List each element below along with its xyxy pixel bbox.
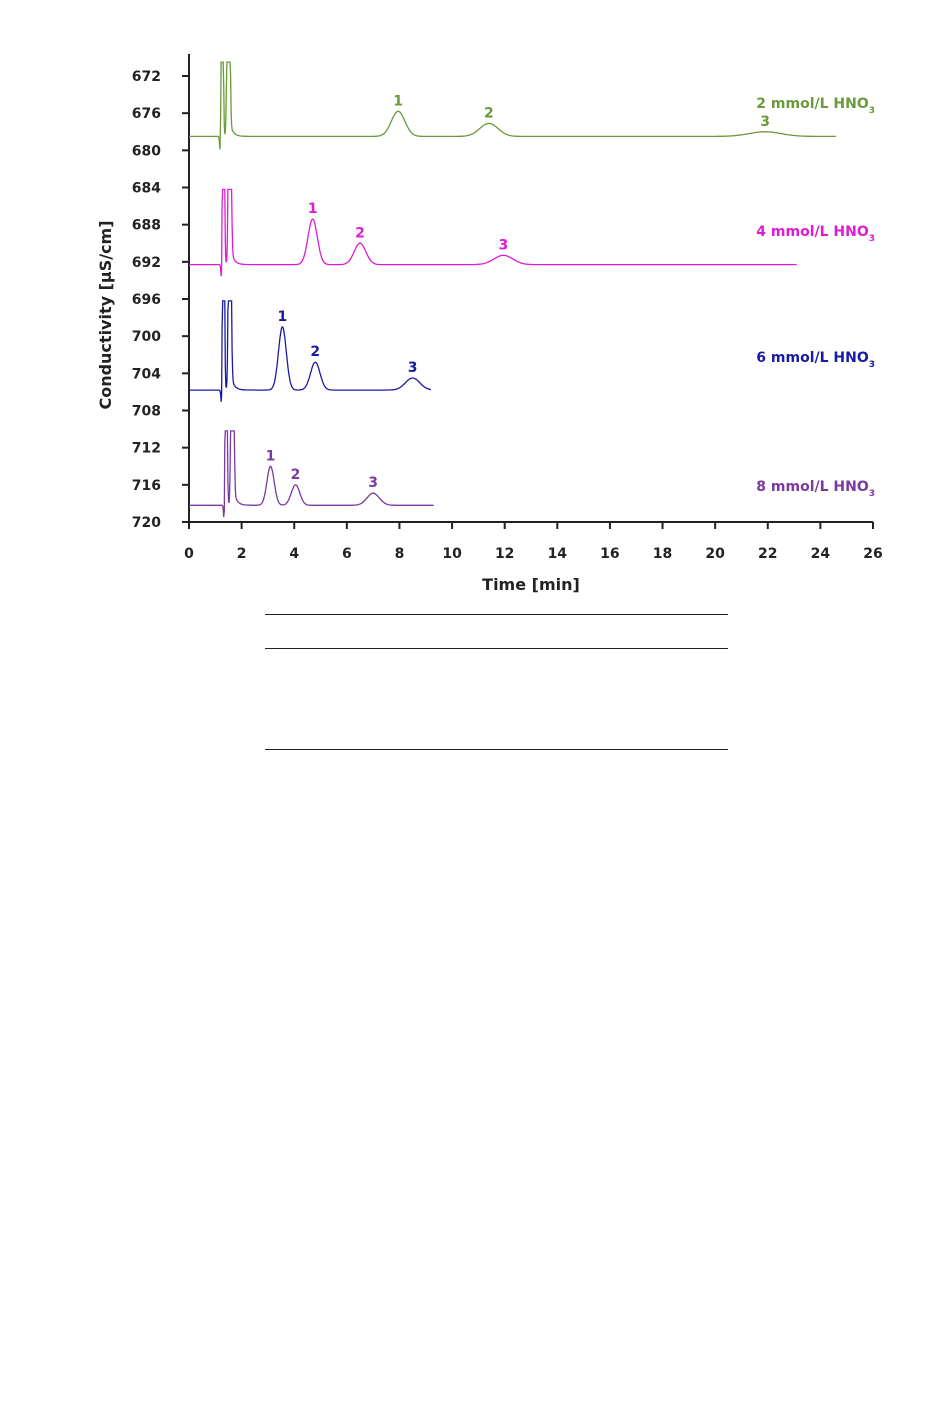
x-tick-label: 0 (184, 546, 194, 562)
series-label-main: 4 mmol/L HNO (756, 224, 869, 240)
y-tick-label: 692 (132, 255, 161, 271)
x-tick-label: 16 (600, 546, 619, 562)
series-label-subscript: 3 (869, 360, 875, 370)
series-line (189, 61, 837, 150)
table-bottom-rule (265, 749, 728, 750)
peak-label: 3 (760, 114, 770, 130)
x-tick-label: 26 (863, 546, 882, 562)
x-tick-label: 20 (705, 546, 725, 562)
y-tick-label: 688 (132, 218, 161, 234)
chromatogram-chart: 6726766806846886926967007047087127167200… (96, 54, 883, 594)
x-tick-label: 12 (495, 546, 514, 562)
y-axis-title: Conductivity [µS/cm] (96, 220, 115, 409)
peak-label: 2 (355, 225, 365, 241)
peak-label: 3 (408, 360, 418, 376)
y-tick-label: 700 (132, 329, 161, 345)
peak-label: 2 (484, 105, 494, 121)
x-tick-label: 6 (342, 546, 352, 562)
x-tick-label: 14 (548, 546, 568, 562)
peak-label: 3 (499, 237, 509, 253)
peak-label: 1 (278, 309, 288, 325)
series-label: 6 mmol/L HNO3 (756, 350, 875, 370)
series-label-main: 6 mmol/L HNO (756, 350, 869, 366)
y-tick-label: 720 (132, 515, 161, 531)
series-label-subscript: 3 (869, 234, 875, 244)
x-axis-title: Time [min] (482, 575, 580, 594)
y-tick-label: 708 (132, 404, 161, 420)
y-tick-label: 696 (132, 292, 161, 308)
series-line (189, 188, 797, 277)
peak-label: 3 (368, 475, 378, 491)
peak-label: 2 (291, 467, 301, 483)
series-label: 8 mmol/L HNO3 (756, 479, 875, 499)
table-top-rule (265, 614, 728, 615)
series-label-subscript: 3 (869, 489, 875, 499)
y-tick-label: 680 (132, 143, 161, 159)
y-tick-label: 712 (132, 441, 161, 457)
y-tick-label: 672 (132, 69, 161, 85)
table-header-rule (265, 648, 728, 649)
series-4: 123 8 mmol/L HNO3 (189, 430, 875, 518)
x-tick-label: 8 (395, 546, 405, 562)
series-line (189, 430, 434, 518)
series-label: 2 mmol/L HNO3 (756, 96, 875, 116)
series-line (189, 300, 432, 402)
x-tick-label: 18 (653, 546, 672, 562)
peak-label: 2 (310, 344, 320, 360)
peak-label: 1 (308, 201, 318, 217)
y-tick-label: 704 (132, 366, 161, 382)
series-label-subscript: 3 (869, 106, 875, 116)
axes: 6726766806846886926967007047087127167200… (132, 54, 883, 562)
y-tick-label: 676 (132, 106, 161, 122)
series-label-main: 8 mmol/L HNO (756, 479, 869, 495)
x-tick-label: 24 (811, 546, 831, 562)
x-tick-label: 4 (289, 546, 299, 562)
y-tick-label: 684 (132, 181, 161, 197)
x-tick-label: 2 (237, 546, 247, 562)
x-tick-label: 22 (758, 546, 777, 562)
y-tick-label: 716 (132, 478, 161, 494)
series-label: 4 mmol/L HNO3 (756, 224, 875, 244)
series-label-main: 2 mmol/L HNO (756, 96, 869, 112)
peak-label: 1 (393, 93, 403, 109)
peak-label: 1 (266, 448, 276, 464)
x-tick-label: 10 (442, 546, 462, 562)
